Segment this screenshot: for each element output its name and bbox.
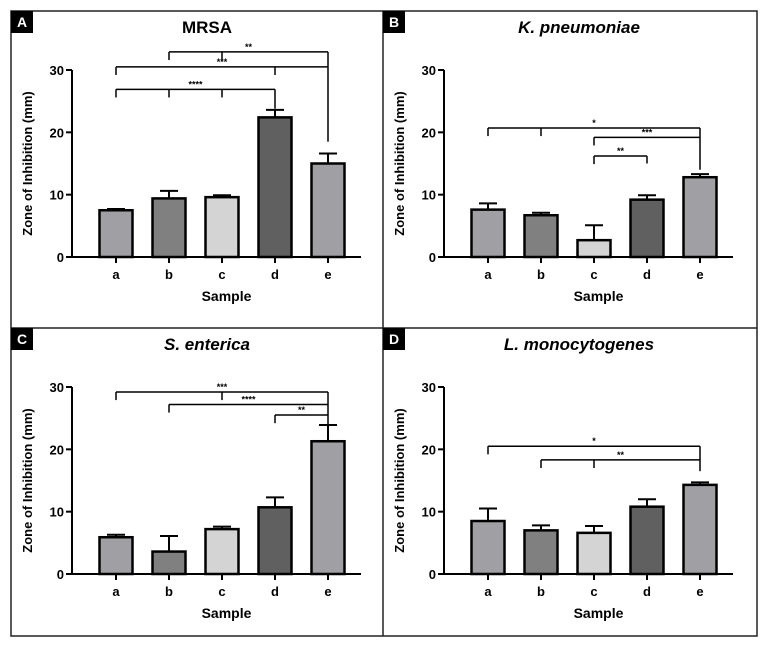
bar-d xyxy=(257,116,293,259)
significance-label: **** xyxy=(188,79,203,89)
x-tick-label: c xyxy=(218,267,225,282)
x-tick-label: e xyxy=(324,267,331,282)
x-tick-label: a xyxy=(112,267,120,282)
y-tick-label: 30 xyxy=(50,63,64,78)
bar-b xyxy=(523,213,559,259)
chart-title: K. pneumoniae xyxy=(518,18,640,37)
y-tick-label: 20 xyxy=(422,442,436,457)
panel-label: D xyxy=(389,331,399,347)
significance-label: *** xyxy=(217,57,228,67)
x-axis-label: Sample xyxy=(574,288,624,304)
x-tick-label: e xyxy=(696,584,703,599)
significance-label: **** xyxy=(241,394,256,404)
bar-b xyxy=(151,550,187,576)
significance-label: ** xyxy=(617,450,625,460)
x-axis-label: Sample xyxy=(574,605,624,621)
y-axis-label: Zone of Inhibition (mm) xyxy=(20,408,35,552)
significance-label: ** xyxy=(298,405,306,415)
bar-e xyxy=(682,483,718,576)
panel-label: C xyxy=(17,331,27,347)
x-tick-label: c xyxy=(590,584,597,599)
bar-b xyxy=(151,197,187,259)
bar-e xyxy=(682,175,718,259)
x-tick-label: e xyxy=(324,584,331,599)
y-tick-label: 10 xyxy=(422,505,436,520)
x-tick-label: b xyxy=(165,584,173,599)
y-axis-label: Zone of Inhibition (mm) xyxy=(20,91,35,235)
x-tick-label: c xyxy=(590,267,597,282)
bar-c xyxy=(204,195,240,259)
x-axis-label: Sample xyxy=(202,605,252,621)
chart-title: MRSA xyxy=(182,18,232,37)
bar-a xyxy=(470,519,506,576)
bar-b xyxy=(523,529,559,576)
x-tick-label: d xyxy=(643,267,651,282)
x-tick-label: a xyxy=(484,584,492,599)
panel-label-box xyxy=(11,328,33,350)
x-tick-label: b xyxy=(165,267,173,282)
bar-d xyxy=(629,505,665,576)
y-tick-label: 20 xyxy=(50,125,64,140)
panel-label: A xyxy=(17,14,27,30)
y-axis-label: Zone of Inhibition (mm) xyxy=(392,408,407,552)
y-tick-label: 0 xyxy=(57,567,64,582)
bar-e xyxy=(310,162,346,259)
bar-c xyxy=(576,238,612,259)
bar-a xyxy=(98,209,134,259)
bar-a xyxy=(98,535,134,576)
x-tick-label: d xyxy=(643,584,651,599)
x-axis-label: Sample xyxy=(202,288,252,304)
panel-label-box xyxy=(11,11,33,33)
x-tick-label: e xyxy=(696,267,703,282)
x-tick-label: a xyxy=(484,267,492,282)
chart-title: S. enterica xyxy=(164,335,250,354)
y-tick-label: 0 xyxy=(57,250,64,265)
y-axis-label: Zone of Inhibition (mm) xyxy=(392,91,407,235)
panel-b: B K. pneumoniae Zone of Inhibition (mm) 0 10… xyxy=(383,11,733,304)
y-tick-label: 0 xyxy=(429,250,436,265)
y-tick-label: 30 xyxy=(422,63,436,78)
panel-c: C S. enterica Zone of Inhibition (mm) 0 10 20… xyxy=(11,328,361,621)
bar-c xyxy=(576,531,612,576)
x-tick-label: d xyxy=(271,584,279,599)
y-tick-label: 10 xyxy=(50,188,64,203)
y-tick-label: 10 xyxy=(50,505,64,520)
x-tick-label: c xyxy=(218,584,225,599)
y-tick-label: 10 xyxy=(422,188,436,203)
bar-d xyxy=(629,198,665,259)
panel-label-box xyxy=(383,328,405,350)
significance-label: ** xyxy=(617,146,625,156)
x-tick-label: b xyxy=(537,267,545,282)
bar-c xyxy=(204,527,240,576)
panel-d: D L. monocytogenes Zone of Inhibition (mm)… xyxy=(383,328,733,621)
y-tick-label: 30 xyxy=(422,380,436,395)
y-tick-label: 30 xyxy=(50,380,64,395)
y-tick-label: 20 xyxy=(50,442,64,457)
significance-label: * xyxy=(592,118,596,128)
x-tick-label: d xyxy=(271,267,279,282)
bar-e xyxy=(310,439,346,576)
chart-title: L. monocytogenes xyxy=(504,335,654,354)
x-tick-label: a xyxy=(112,584,120,599)
significance-label: *** xyxy=(217,382,228,392)
y-tick-label: 0 xyxy=(429,567,436,582)
significance-label: ** xyxy=(245,42,253,52)
significance-label: * xyxy=(592,436,596,446)
significance-label: *** xyxy=(642,127,653,137)
bar-d xyxy=(257,506,293,576)
x-tick-label: b xyxy=(537,584,545,599)
panel-label-box xyxy=(383,11,405,33)
bar-a xyxy=(470,208,506,259)
panel-a: A MRSA Zone of Inhibition (mm) 0 10 20 30 a b c d e… xyxy=(11,11,361,304)
panel-label: B xyxy=(389,14,399,30)
y-tick-label: 20 xyxy=(422,125,436,140)
